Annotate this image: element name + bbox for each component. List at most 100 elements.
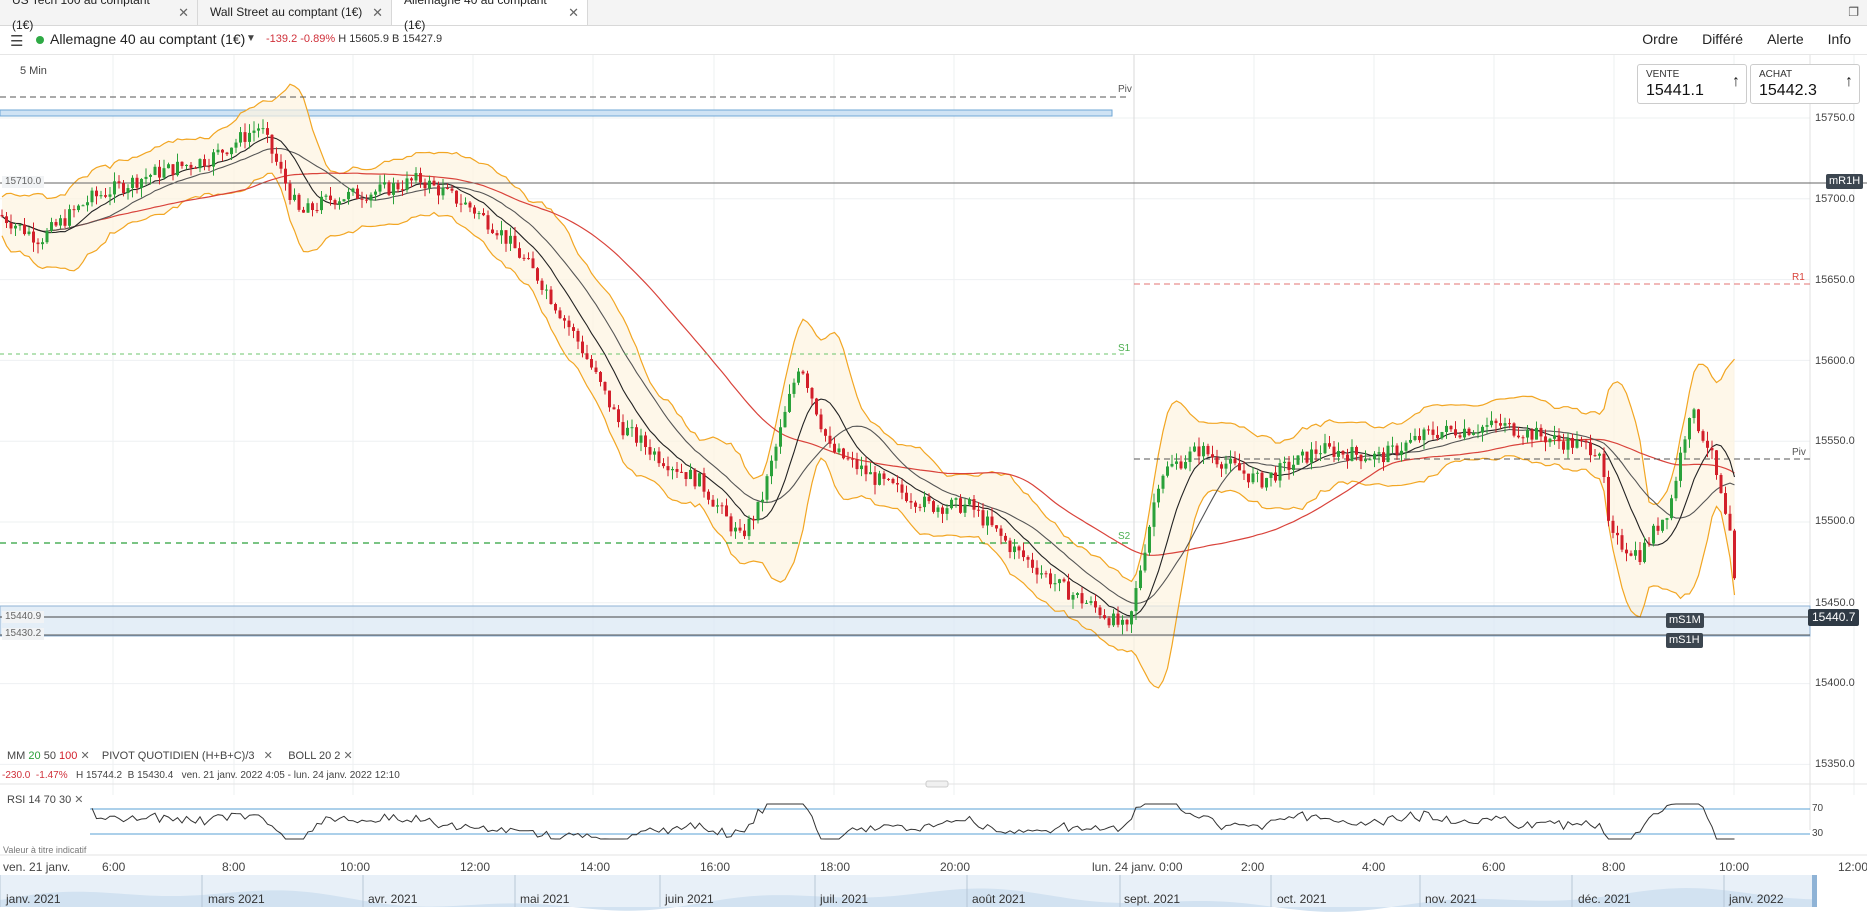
sell-price: 15441.1 bbox=[1646, 82, 1704, 99]
candle bbox=[365, 199, 368, 201]
close-icon[interactable]: ✕ bbox=[74, 794, 84, 806]
deferred-button[interactable]: Différé bbox=[1702, 31, 1744, 47]
candle bbox=[1058, 579, 1061, 584]
candle bbox=[621, 422, 625, 436]
rsi-label[interactable]: RSI 14 70 30 bbox=[7, 794, 72, 806]
candle bbox=[756, 501, 760, 521]
candle bbox=[689, 469, 692, 480]
candle bbox=[1044, 573, 1048, 575]
candle bbox=[1035, 567, 1039, 575]
candle bbox=[360, 198, 364, 200]
candle bbox=[1197, 446, 1201, 457]
candle bbox=[1269, 472, 1273, 478]
candle bbox=[320, 196, 323, 211]
buy-quote-button[interactable]: ACHAT 15442.3 ↑ bbox=[1750, 64, 1860, 104]
candle bbox=[1283, 461, 1286, 464]
tab-allemagne-40[interactable]: Allemagne 40 au comptant (1€) ✕ bbox=[392, 0, 588, 32]
tab-label: Wall Street au comptant (1€) bbox=[210, 5, 363, 19]
mm-label[interactable]: MM bbox=[7, 750, 26, 762]
tab-us-tech-100[interactable]: US Tech 100 au comptant (1€) ✕ bbox=[0, 0, 198, 32]
candle bbox=[1539, 427, 1543, 437]
candle bbox=[1535, 427, 1538, 440]
candle bbox=[1728, 513, 1732, 531]
candle bbox=[45, 230, 49, 243]
candle bbox=[1026, 557, 1030, 560]
candle bbox=[522, 257, 526, 259]
instrument-header: ☰ Allemagne 40 au comptant (1€) ▼ -139.2… bbox=[0, 26, 1867, 55]
candle bbox=[486, 215, 490, 230]
pivot-indicator-label[interactable]: PIVOT QUOTIDIEN (H+B+C)/3 bbox=[101, 750, 255, 762]
moving-average-20 bbox=[1, 136, 1736, 617]
candle bbox=[1296, 455, 1300, 465]
candle bbox=[1247, 473, 1250, 483]
close-icon[interactable]: ✕ bbox=[372, 5, 383, 20]
y-tick-label: 15450.0 bbox=[1815, 597, 1855, 609]
candle bbox=[891, 478, 895, 484]
pivot-label: Piv bbox=[1118, 84, 1132, 95]
rsi-legend: RSI 14 70 30 ✕ bbox=[7, 793, 84, 806]
candle bbox=[9, 223, 13, 229]
candle bbox=[1152, 502, 1156, 527]
candle bbox=[1508, 423, 1511, 425]
candle bbox=[225, 152, 229, 155]
tab-wall-street[interactable]: Wall Street au comptant (1€) ✕ bbox=[198, 0, 392, 25]
close-icon[interactable]: ✕ bbox=[343, 750, 353, 762]
sell-quote-button[interactable]: VENTE 15441.1 ↑ bbox=[1637, 64, 1747, 104]
y-tick-label: 15550.0 bbox=[1815, 435, 1855, 447]
y-tick-label: 15400.0 bbox=[1815, 677, 1855, 689]
hamburger-menu-icon[interactable]: ☰ bbox=[10, 33, 24, 50]
candle bbox=[918, 506, 922, 508]
candle bbox=[239, 132, 242, 143]
instrument-name[interactable]: Allemagne 40 au comptant (1€) bbox=[50, 31, 246, 47]
candle bbox=[1031, 559, 1034, 568]
order-button[interactable]: Ordre bbox=[1642, 31, 1679, 47]
candle bbox=[1458, 435, 1462, 438]
candle bbox=[1476, 432, 1480, 434]
candle bbox=[1301, 451, 1304, 456]
candle bbox=[698, 473, 701, 487]
close-icon[interactable]: ✕ bbox=[568, 5, 579, 20]
candle bbox=[1364, 459, 1367, 462]
candle bbox=[356, 188, 359, 199]
info-button[interactable]: Info bbox=[1827, 31, 1851, 47]
close-icon[interactable]: ✕ bbox=[257, 750, 273, 762]
candle bbox=[1697, 409, 1700, 432]
candle bbox=[207, 166, 211, 168]
price-chart[interactable] bbox=[0, 55, 1867, 919]
candle bbox=[1139, 570, 1142, 589]
candle bbox=[288, 183, 292, 200]
candle bbox=[945, 508, 949, 514]
candle bbox=[1427, 429, 1430, 431]
candle bbox=[1206, 445, 1210, 455]
navigator-label: juin 2021 bbox=[665, 892, 714, 906]
candle bbox=[1161, 475, 1165, 489]
level-tag-left: 15430.2 bbox=[2, 628, 45, 640]
x-tick-label: 4:00 bbox=[1362, 860, 1386, 874]
candle bbox=[185, 164, 188, 167]
candle bbox=[167, 164, 170, 169]
close-icon[interactable]: ✕ bbox=[80, 750, 90, 762]
arrow-up-icon: ↑ bbox=[1845, 73, 1853, 90]
timeframe-label[interactable]: 5 Min bbox=[20, 65, 47, 77]
candle bbox=[1674, 480, 1678, 499]
candle bbox=[1616, 532, 1619, 536]
candle bbox=[788, 393, 791, 412]
candle bbox=[1355, 447, 1358, 455]
candle bbox=[473, 207, 476, 214]
candle bbox=[1418, 435, 1421, 441]
close-icon[interactable]: ✕ bbox=[178, 5, 189, 20]
candle bbox=[936, 507, 940, 512]
boll-indicator-label[interactable]: BOLL 20 2 bbox=[288, 750, 341, 762]
candle bbox=[657, 451, 661, 464]
candle bbox=[86, 202, 89, 206]
chevron-down-icon[interactable]: ▼ bbox=[246, 33, 256, 44]
candle bbox=[437, 185, 440, 196]
candle bbox=[1319, 453, 1322, 455]
candle bbox=[252, 130, 256, 133]
candle bbox=[968, 499, 971, 505]
alert-button[interactable]: Alerte bbox=[1767, 31, 1804, 47]
candle bbox=[995, 525, 998, 529]
restore-window-icon[interactable]: ❐ bbox=[1848, 5, 1859, 19]
candle bbox=[954, 498, 958, 500]
candle bbox=[639, 435, 643, 443]
